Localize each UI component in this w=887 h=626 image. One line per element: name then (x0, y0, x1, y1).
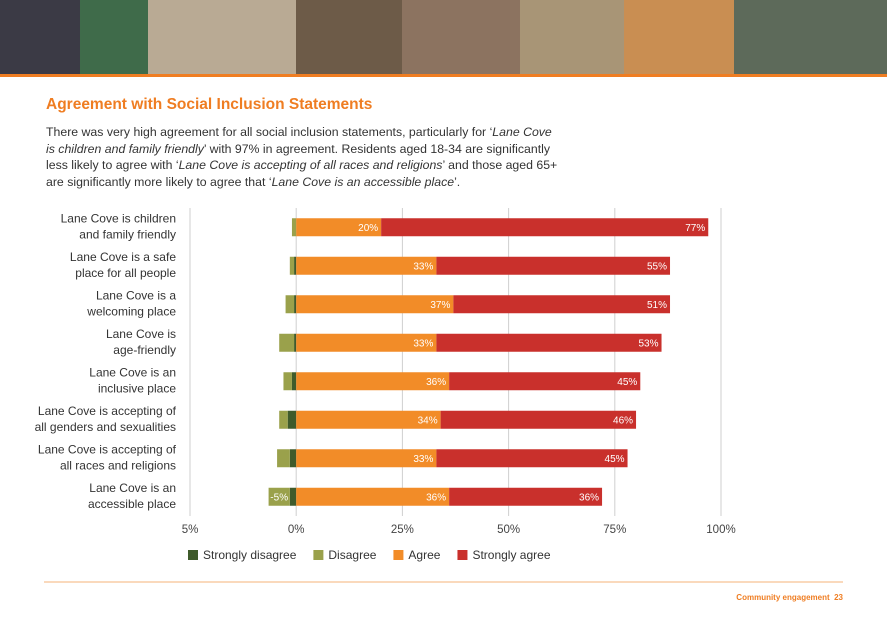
x-tick-label: 0% (288, 524, 305, 536)
category-label: Lane Cove is accepting of (38, 404, 177, 418)
category-label: Lane Cove is accepting of (38, 442, 177, 456)
category-label: Lane Cove is a safe (70, 250, 176, 264)
bar-segment (289, 449, 297, 468)
category-label: place for all people (75, 266, 176, 280)
bar-segment (285, 295, 295, 314)
legend-swatch (313, 550, 324, 560)
value-label: 20% (358, 223, 378, 234)
x-tick-label: 100% (706, 524, 735, 536)
category-label: Lane Cove is a (96, 288, 176, 302)
title: Agreement with Social Inclusion Statemen… (46, 96, 373, 113)
category-label: and family friendly (79, 227, 176, 241)
value-label: 36% (426, 377, 446, 388)
category-label: Lane Cove is an (89, 365, 176, 379)
bar-segment (449, 487, 603, 506)
bar-segment (436, 449, 628, 468)
paragraph-run: ’ and those aged 65+ are significantly m… (46, 158, 558, 189)
value-label: 33% (413, 338, 433, 349)
bar-segment (296, 218, 382, 237)
bar-segment (381, 218, 709, 237)
legend-label: Strongly disagree (203, 548, 297, 562)
value-label: 36% (426, 492, 446, 503)
category-label: all races and religions (60, 458, 176, 472)
legend-swatch (393, 550, 404, 560)
bar-segment (449, 372, 641, 391)
value-label: 45% (617, 377, 637, 388)
category-label: age-friendly (113, 343, 176, 357)
bar-segment (279, 410, 288, 429)
paragraph-run: Lane Cove is children and family friendl… (46, 125, 552, 156)
bar-segment (436, 256, 671, 275)
paragraph: There was very high agreement for all so… (46, 124, 562, 190)
legend-label: Agree (408, 548, 440, 562)
value-label: -5% (270, 492, 288, 503)
bar-segment (289, 256, 295, 275)
legend-label: Disagree (328, 548, 376, 562)
value-label: 77% (685, 223, 705, 234)
bar-segment (296, 410, 441, 429)
bar-segment (294, 256, 297, 275)
page-number: 23 (834, 593, 843, 602)
bar-segment (440, 410, 637, 429)
x-tick-label: 5% (182, 524, 199, 536)
bar-segment (277, 449, 290, 468)
paragraph-run: ’ with 97% in agreement. Residents aged … (46, 141, 550, 173)
bar-segment (291, 218, 297, 237)
bar-segment (294, 333, 297, 352)
paragraph-run: There was very high agreement for all so… (46, 125, 493, 139)
bar-segment (296, 295, 454, 314)
bar-segment (268, 487, 290, 506)
value-label: 34% (418, 415, 438, 426)
paragraph-run: Lane Cove is an accessible place (271, 174, 455, 189)
bar-segment (291, 372, 297, 391)
paragraph-run: ’. (454, 174, 461, 189)
legend-label: Strongly agree (472, 548, 550, 562)
bar-segment (294, 295, 297, 314)
bar-segment (296, 333, 437, 352)
value-label: 45% (605, 454, 625, 465)
bar-segment (296, 449, 437, 468)
category-label: inclusive place (98, 381, 176, 395)
category-label: welcoming place (86, 304, 176, 318)
value-label: 53% (639, 338, 659, 349)
bar-segment (287, 410, 297, 429)
value-label: 46% (613, 415, 633, 426)
bar-segment (296, 372, 450, 391)
value-label: 36% (579, 492, 599, 503)
value-label: 55% (647, 261, 667, 272)
bar-segment (436, 333, 662, 352)
x-tick-label: 50% (497, 524, 520, 536)
footer: Community engagement 23 (736, 593, 843, 602)
category-label: accessible place (88, 497, 176, 511)
value-label: 37% (430, 300, 450, 311)
paragraph-run: Lane Cove is accepting of all races and … (178, 158, 443, 172)
x-tick-label: 25% (391, 524, 414, 536)
category-label: Lane Cove is children (61, 211, 176, 225)
footer-section: Community engagement (736, 593, 830, 602)
bar-segment (289, 487, 297, 506)
value-label: 33% (413, 454, 433, 465)
category-label: all genders and sexualities (35, 420, 176, 434)
value-label: 51% (647, 300, 667, 311)
bar-segment (296, 487, 450, 506)
bar-segment (279, 333, 295, 352)
banner (0, 0, 887, 77)
bar-segment (296, 256, 437, 275)
value-label: 33% (413, 261, 433, 272)
bar-segment (283, 372, 292, 391)
legend-swatch (188, 550, 198, 560)
legend-swatch (457, 550, 468, 560)
category-label: Lane Cove is (106, 327, 176, 341)
x-tick-label: 75% (603, 524, 626, 536)
category-label: Lane Cove is an (89, 481, 176, 495)
bar-segment (453, 295, 671, 314)
